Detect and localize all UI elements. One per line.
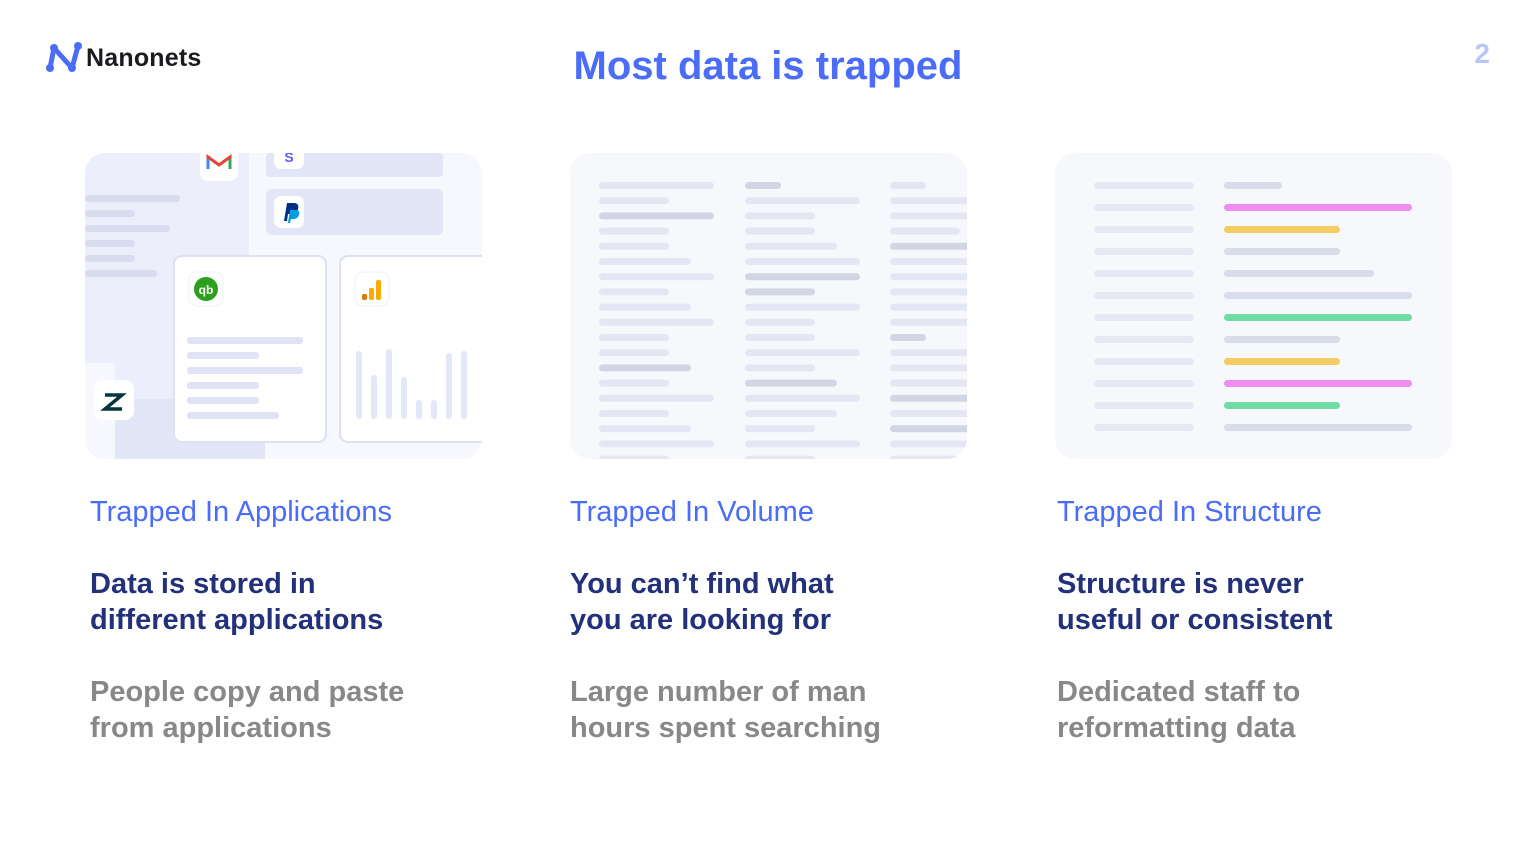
column-structure: Trapped In Structure Structure is never … (1057, 494, 1477, 746)
column-body: People copy and paste from applications (90, 674, 450, 746)
column-heading: Trapped In Applications (90, 496, 393, 528)
structure-illustration (1055, 153, 1452, 459)
subheading-line: Structure is never (1057, 568, 1304, 600)
column-subheading: You can’t find what you are looking for (570, 566, 930, 638)
body-line: People copy and paste (90, 676, 405, 708)
body-line: Dedicated staff to (1057, 676, 1301, 708)
paypal-icon (274, 196, 304, 228)
column-heading: Trapped In Structure (1057, 496, 1322, 528)
body-line: from applications (90, 712, 332, 744)
body-line: Large number of man (570, 676, 867, 708)
column-volume: Trapped In Volume You can’t find what yo… (570, 494, 990, 746)
body-line: reformatting data (1057, 712, 1296, 744)
column-applications: Trapped In Applications Data is stored i… (90, 494, 510, 746)
subheading-line: You can’t find what (570, 568, 834, 600)
column-body: Dedicated staff to reformatting data (1057, 674, 1417, 746)
column-body: Large number of man hours spent searchin… (570, 674, 930, 746)
volume-illustration (570, 153, 967, 459)
column-heading: Trapped In Volume (570, 496, 814, 528)
gmail-icon (200, 153, 238, 181)
applications-illustration: S qb (85, 153, 482, 459)
page-number: 2 (1474, 38, 1490, 69)
nanonets-logo-icon (46, 42, 82, 72)
column-subheading: Structure is never useful or consistent (1057, 566, 1417, 638)
nanonets-logo: Nanonets (44, 38, 202, 78)
svg-text:qb: qb (199, 283, 214, 297)
google-analytics-icon (354, 271, 390, 307)
stripe-letter: S (284, 153, 293, 165)
subheading-line: useful or consistent (1057, 604, 1333, 636)
subheading-line: Data is stored in (90, 568, 316, 600)
quickbooks-icon: qb (188, 271, 224, 307)
brand-name: Nanonets (86, 43, 202, 72)
zendesk-icon (94, 380, 134, 420)
column-subheading: Data is stored in different applications (90, 566, 450, 638)
subheading-line: different applications (90, 604, 384, 636)
page-title: Most data is trapped (573, 44, 963, 88)
subheading-line: you are looking for (570, 604, 832, 636)
body-line: hours spent searching (570, 712, 882, 744)
stripe-icon: S (274, 153, 304, 169)
